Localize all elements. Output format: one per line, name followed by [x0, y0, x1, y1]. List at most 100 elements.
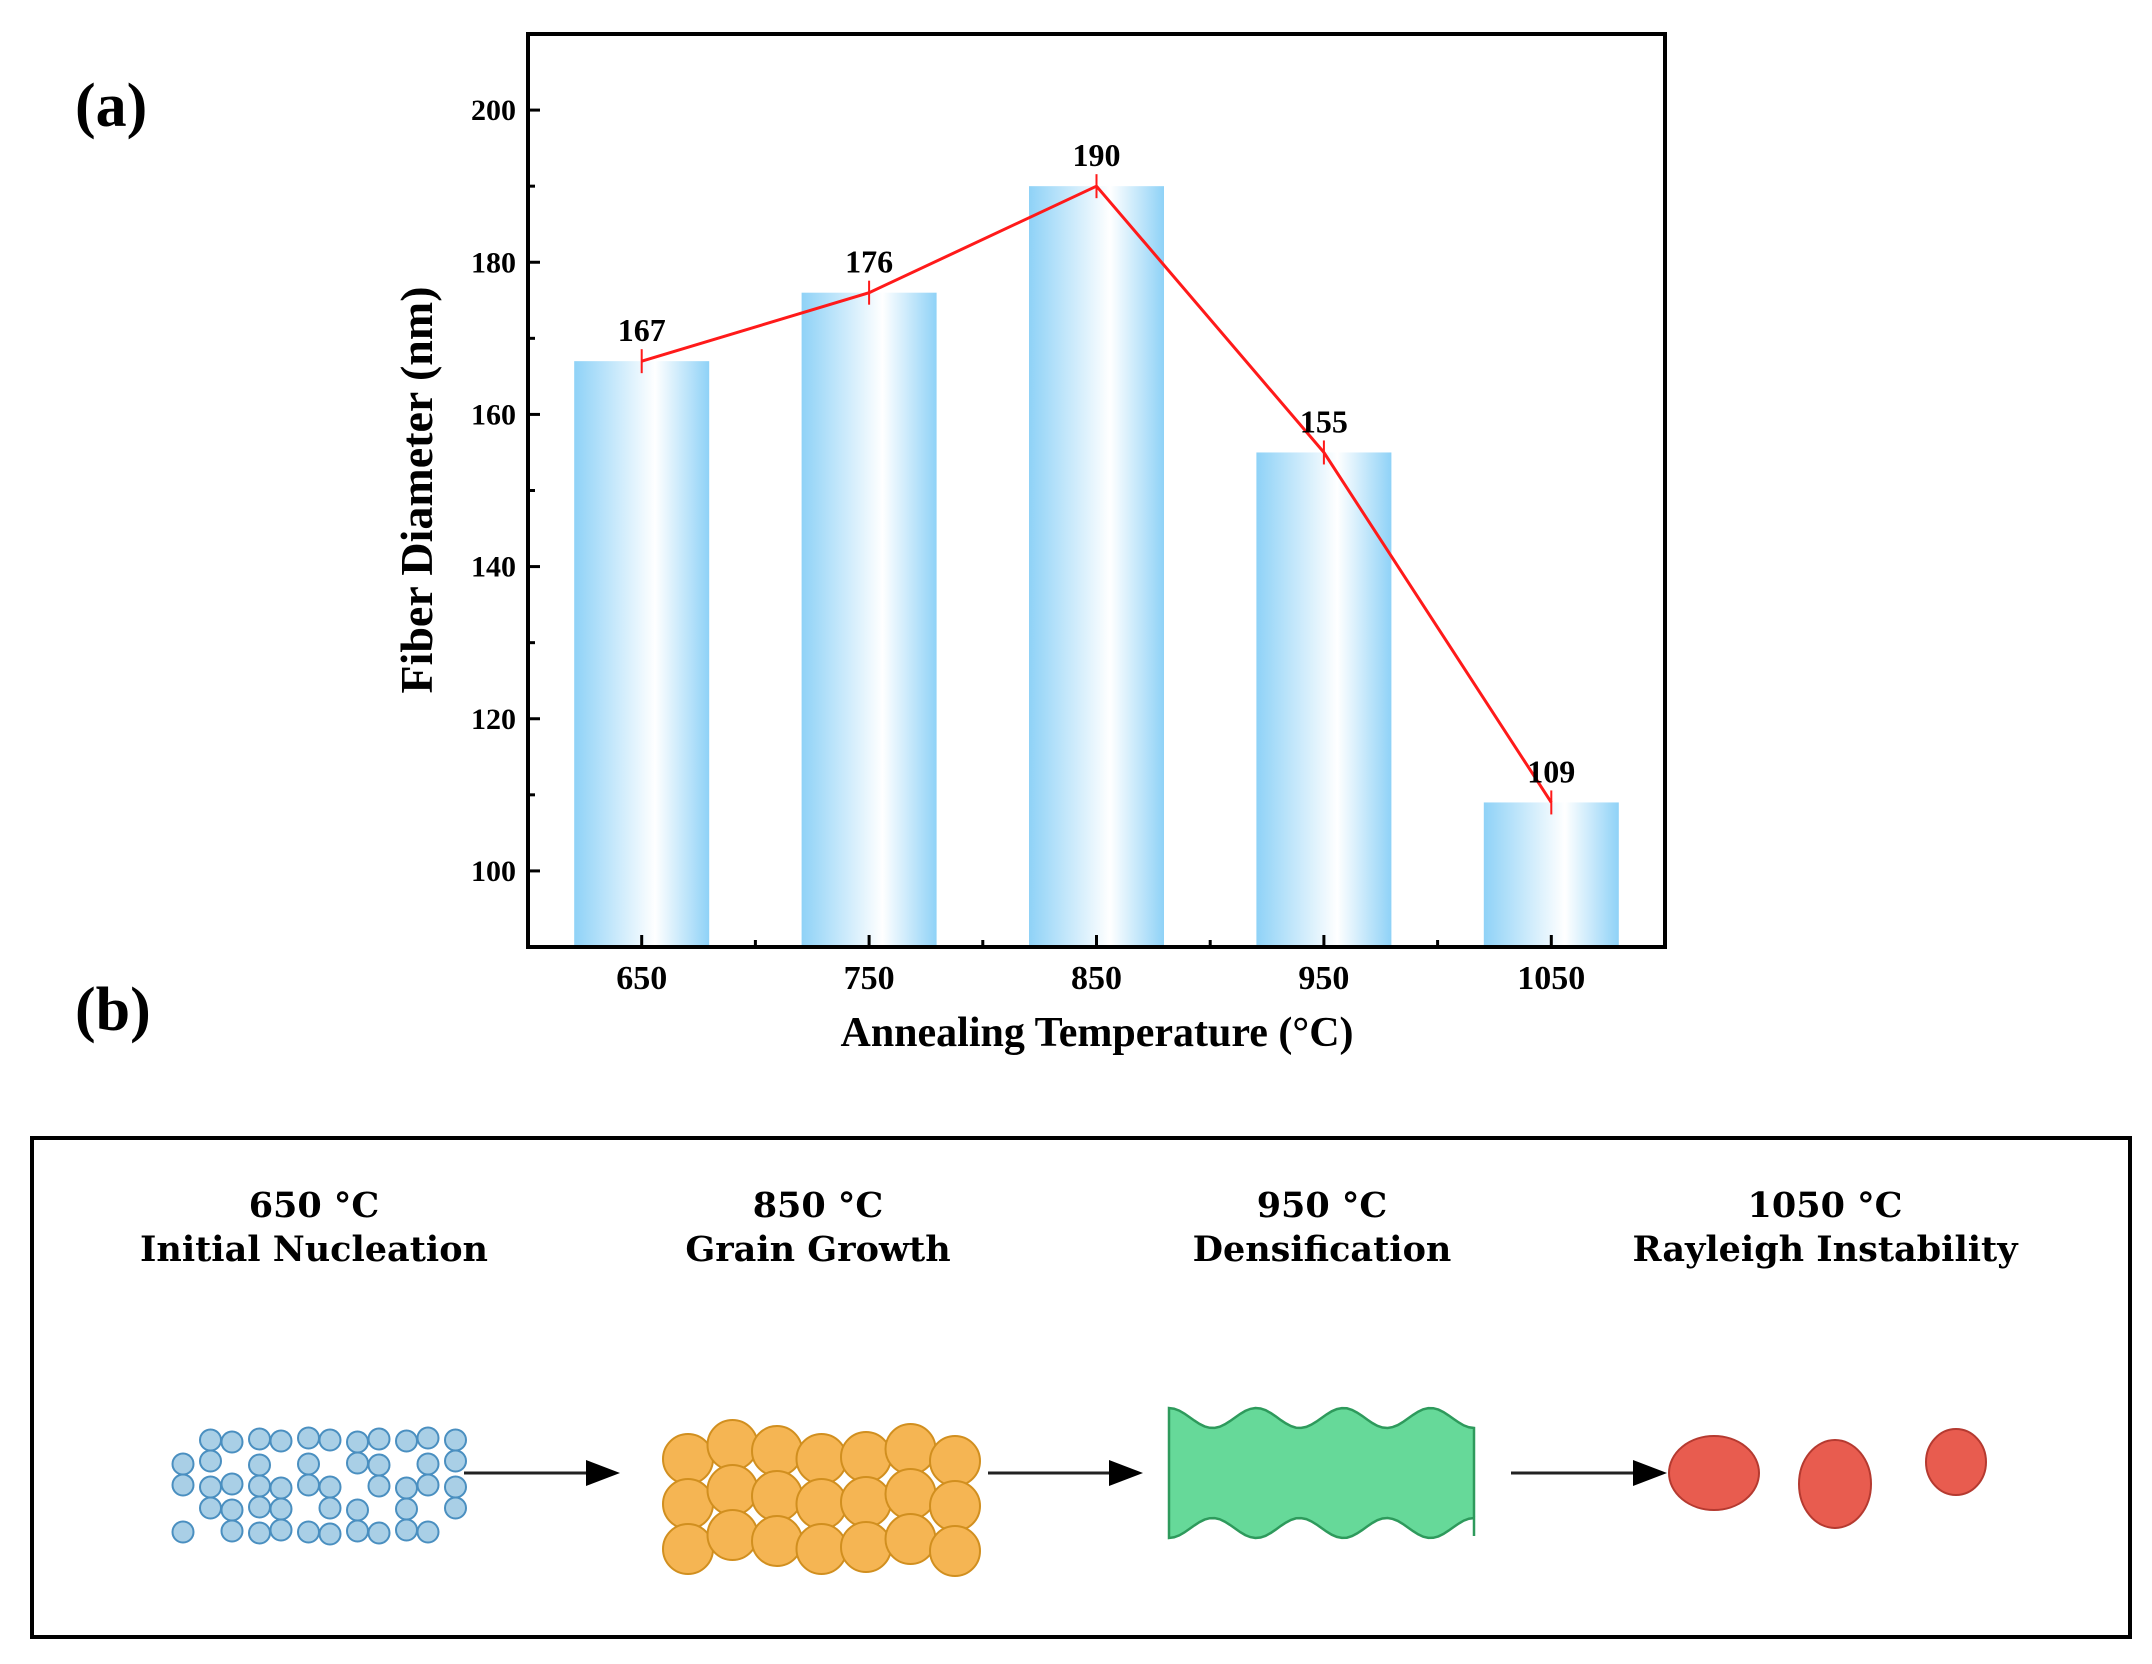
grain	[840, 1476, 892, 1528]
stage-temp: 1050 °C	[1748, 1185, 1903, 1226]
data-label: 155	[1300, 403, 1348, 439]
data-label: 109	[1527, 753, 1575, 789]
grain	[795, 1523, 848, 1575]
nucleus-particle	[395, 1476, 418, 1500]
x-tick-label: 950	[1298, 960, 1349, 997]
grain	[662, 1478, 714, 1530]
grain	[929, 1435, 981, 1487]
y-tick-label: 180	[471, 246, 516, 279]
densified-fiber	[1167, 1406, 1476, 1540]
nucleus-particle	[199, 1475, 222, 1499]
droplet	[1798, 1439, 1872, 1529]
nucleus-particle	[416, 1473, 440, 1497]
nucleus-particle	[220, 1498, 244, 1522]
bar-950	[1256, 452, 1392, 947]
bar-chart: 100 120 140 160 180 200 650 750 850 950 1050 167 1…	[391, 32, 1667, 1056]
y-tick-label: 140	[471, 551, 516, 584]
nucleus-particle	[269, 1497, 293, 1521]
y-tick-label: 120	[471, 703, 516, 736]
x-axis-label: Annealing Temperature (°C)	[840, 1010, 1353, 1056]
nucleus-particle	[444, 1475, 467, 1499]
nucleus-particle	[220, 1519, 244, 1543]
stage-temp: 850 °C	[753, 1185, 884, 1226]
grain	[840, 1431, 892, 1483]
nucleus-particle	[346, 1451, 369, 1475]
grain	[662, 1523, 714, 1575]
nucleus-particle	[367, 1427, 391, 1451]
panel-b-label: (b)	[75, 976, 151, 1044]
nucleus-particle	[199, 1496, 222, 1520]
grain-growth-particles	[662, 1419, 981, 1577]
droplet	[1925, 1428, 1987, 1496]
y-tick-label: 100	[471, 855, 516, 888]
nucleus-particle	[171, 1520, 195, 1544]
nucleus-particle	[248, 1453, 271, 1477]
grain	[884, 1513, 937, 1565]
grain	[706, 1509, 759, 1561]
data-label: 176	[845, 244, 893, 280]
nucleus-particle	[444, 1428, 467, 1452]
nucleus-particle	[318, 1475, 342, 1499]
bar-850	[1029, 186, 1164, 947]
nucleus-particle	[220, 1472, 244, 1496]
data-label: 190	[1073, 137, 1121, 173]
nucleus-particle	[346, 1430, 369, 1454]
bar-750	[801, 292, 937, 947]
grain	[751, 1470, 803, 1522]
grain	[929, 1480, 981, 1532]
nucleus-particle	[248, 1474, 271, 1498]
y-tick-label: 160	[471, 398, 516, 431]
y-axis-label: Fiber Diameter (nm)	[391, 286, 442, 693]
stage-name: Initial Nucleation	[140, 1229, 488, 1270]
grain	[840, 1521, 892, 1573]
data-label: 167	[618, 312, 666, 348]
nucleus-particle	[248, 1427, 271, 1451]
nucleus-particle	[297, 1473, 320, 1497]
nucleation-particles	[171, 1426, 467, 1546]
nucleus-particle	[444, 1449, 467, 1473]
rayleigh-droplets	[1668, 1428, 1987, 1529]
nucleus-particle	[297, 1452, 320, 1476]
nucleus-particle	[318, 1522, 342, 1546]
grain	[795, 1478, 848, 1530]
grain	[795, 1433, 848, 1485]
panel-a-label: (a)	[75, 72, 147, 140]
arrow-head-icon	[1633, 1460, 1667, 1486]
nucleus-particle	[269, 1476, 293, 1500]
nucleus-particle	[297, 1520, 320, 1544]
nucleus-particle	[318, 1496, 342, 1520]
stage-name: Densification	[1193, 1229, 1452, 1270]
mechanism-frame	[30, 1136, 2132, 1639]
grain	[884, 1423, 937, 1475]
grain	[662, 1433, 714, 1485]
nucleus-particle	[367, 1453, 391, 1477]
arrow-head-icon	[586, 1460, 620, 1486]
stage-name: Rayleigh Instability	[1632, 1229, 2019, 1270]
nucleus-particle	[297, 1426, 320, 1450]
nucleus-particle	[395, 1429, 418, 1453]
grain	[751, 1515, 803, 1567]
stage-temp: 950 °C	[1257, 1185, 1388, 1226]
grain	[884, 1468, 937, 1520]
grain	[706, 1464, 759, 1516]
grain	[751, 1425, 803, 1477]
nucleus-particle	[346, 1519, 369, 1543]
nucleus-particle	[395, 1497, 418, 1521]
bar-1050	[1483, 802, 1619, 947]
stage-name: Grain Growth	[685, 1229, 950, 1270]
droplet	[1668, 1435, 1760, 1511]
nucleus-particle	[367, 1474, 391, 1498]
nucleus-particle	[171, 1452, 195, 1476]
bar-650	[574, 361, 710, 947]
nucleus-particle	[220, 1430, 244, 1454]
x-tick-label: 650	[616, 960, 667, 997]
x-tick-label: 1050	[1517, 960, 1585, 997]
arrow-head-icon	[1109, 1460, 1143, 1486]
nucleus-particle	[318, 1428, 342, 1452]
nucleus-particle	[444, 1496, 467, 1520]
x-tick-label: 750	[844, 960, 895, 997]
nucleus-particle	[248, 1521, 271, 1545]
nucleus-particle	[395, 1518, 418, 1542]
